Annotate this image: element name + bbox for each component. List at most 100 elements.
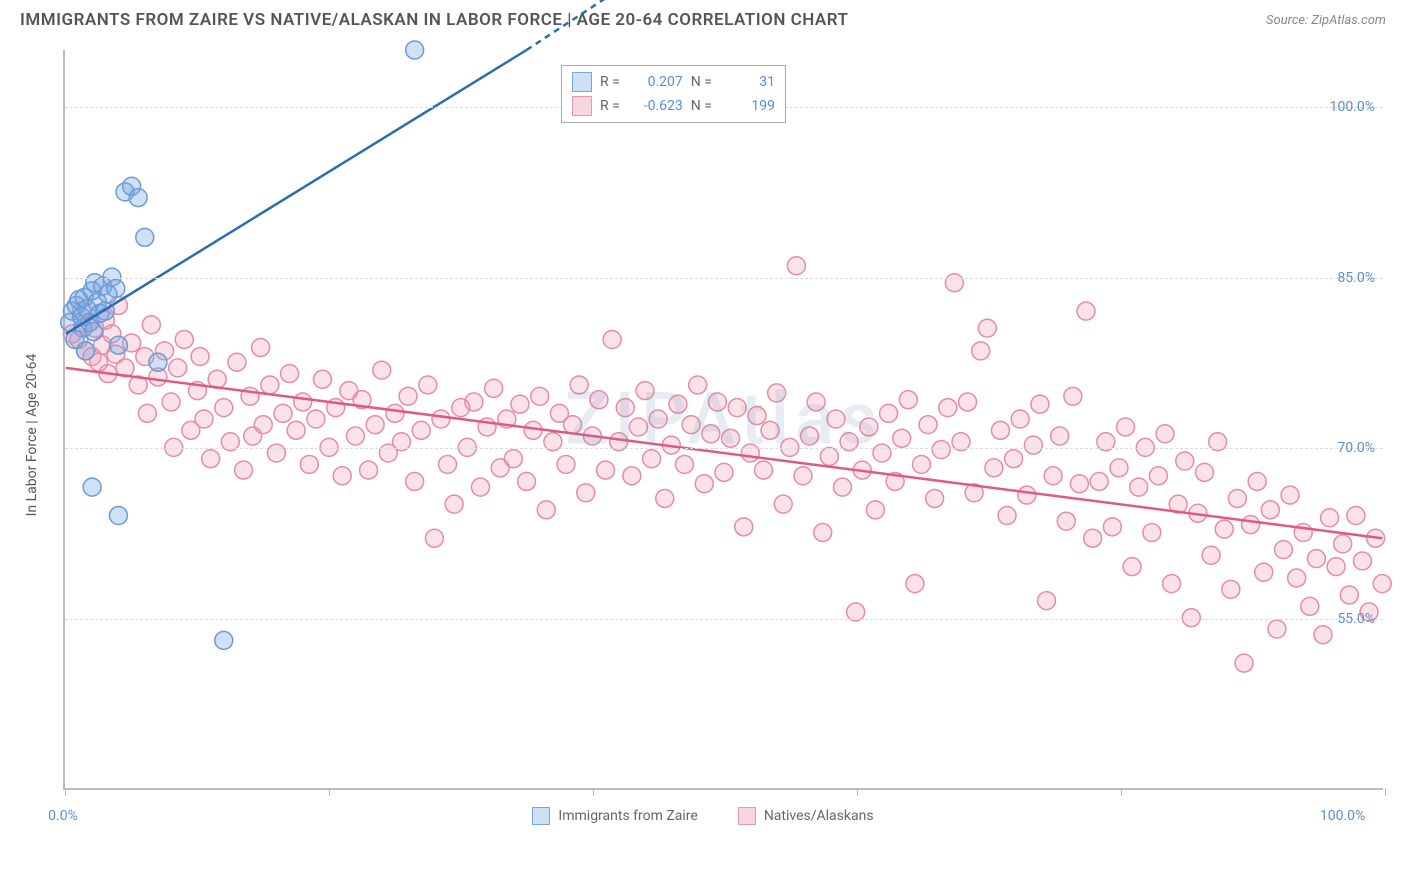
scatter-point bbox=[107, 279, 125, 297]
scatter-point bbox=[781, 438, 799, 456]
stats-swatch-blue bbox=[572, 72, 592, 92]
stats-r-blue: 0.207 bbox=[628, 74, 683, 90]
scatter-point bbox=[1347, 507, 1365, 525]
x-axis-max-label: 100.0% bbox=[1320, 808, 1365, 824]
scatter-point bbox=[531, 387, 549, 405]
scatter-point bbox=[755, 461, 773, 479]
scatter-point bbox=[728, 399, 746, 417]
scatter-point bbox=[1182, 609, 1200, 627]
scatter-point bbox=[998, 507, 1016, 525]
scatter-point bbox=[768, 384, 786, 402]
scatter-point bbox=[419, 376, 437, 394]
scatter-point bbox=[945, 274, 963, 292]
scatter-point bbox=[959, 393, 977, 411]
scatter-point bbox=[590, 391, 608, 409]
stats-n-pink: 199 bbox=[720, 98, 775, 114]
bottom-legend: 0.0% Immigrants from Zaire Natives/Alask… bbox=[18, 807, 1388, 825]
scatter-point bbox=[820, 447, 838, 465]
scatter-point bbox=[412, 421, 430, 439]
scatter-point bbox=[643, 450, 661, 468]
scatter-point bbox=[136, 228, 154, 246]
x-tick bbox=[593, 788, 594, 796]
scatter-point bbox=[1215, 520, 1233, 538]
gridline-h bbox=[65, 619, 1383, 620]
gridline-h bbox=[65, 448, 1383, 449]
scatter-point bbox=[1275, 541, 1293, 559]
scatter-point bbox=[1117, 418, 1135, 436]
scatter-point bbox=[307, 410, 325, 428]
scatter-point bbox=[1130, 478, 1148, 496]
scatter-point bbox=[906, 575, 924, 593]
scatter-point bbox=[912, 455, 930, 473]
scatter-point bbox=[1314, 626, 1332, 644]
scatter-point bbox=[695, 475, 713, 493]
scatter-point bbox=[1090, 472, 1108, 490]
stats-legend-box: R = 0.207 N = 31 R = -0.623 N = 199 bbox=[561, 65, 786, 123]
chart-container: In Labor Force | Age 20-64 ZIPAtlas R = … bbox=[18, 35, 1388, 825]
scatter-point bbox=[1288, 569, 1306, 587]
scatter-point bbox=[919, 416, 937, 434]
scatter-point bbox=[1202, 546, 1220, 564]
scatter-point bbox=[320, 438, 338, 456]
y-tick-label: 100.0% bbox=[1330, 99, 1375, 115]
x-tick bbox=[65, 788, 66, 796]
scatter-point bbox=[1156, 425, 1174, 443]
scatter-point bbox=[195, 410, 213, 428]
scatter-point bbox=[834, 478, 852, 496]
scatter-point bbox=[300, 455, 318, 473]
scatter-svg bbox=[65, 50, 1383, 788]
legend-item-pink: Natives/Alaskans bbox=[738, 807, 874, 825]
x-tick bbox=[329, 788, 330, 796]
scatter-point bbox=[860, 418, 878, 436]
scatter-point bbox=[109, 507, 127, 525]
scatter-point bbox=[142, 316, 160, 334]
scatter-point bbox=[972, 342, 990, 360]
scatter-point bbox=[1011, 410, 1029, 428]
stats-n-blue: 31 bbox=[720, 74, 775, 90]
scatter-point bbox=[1176, 452, 1194, 470]
scatter-point bbox=[254, 416, 272, 434]
scatter-point bbox=[202, 450, 220, 468]
scatter-point bbox=[274, 404, 292, 422]
scatter-point bbox=[129, 189, 147, 207]
legend-item-blue: Immigrants from Zaire bbox=[532, 807, 697, 825]
scatter-point bbox=[165, 438, 183, 456]
scatter-point bbox=[1057, 512, 1075, 530]
scatter-point bbox=[439, 455, 457, 473]
scatter-point bbox=[603, 331, 621, 349]
scatter-point bbox=[432, 410, 450, 428]
scatter-point bbox=[649, 410, 667, 428]
scatter-point bbox=[985, 459, 1003, 477]
scatter-point bbox=[873, 444, 891, 462]
scatter-point bbox=[1301, 597, 1319, 615]
scatter-point bbox=[1084, 529, 1102, 547]
y-tick-label: 85.0% bbox=[1337, 270, 1375, 286]
scatter-point bbox=[83, 478, 101, 496]
scatter-point bbox=[827, 410, 845, 428]
scatter-point bbox=[629, 418, 647, 436]
scatter-point bbox=[109, 336, 127, 354]
scatter-point bbox=[287, 421, 305, 439]
legend-label-pink: Natives/Alaskans bbox=[764, 808, 874, 824]
scatter-point bbox=[215, 631, 233, 649]
scatter-point bbox=[228, 353, 246, 371]
scatter-point bbox=[787, 257, 805, 275]
scatter-point bbox=[689, 376, 707, 394]
scatter-point bbox=[1103, 518, 1121, 536]
scatter-point bbox=[932, 441, 950, 459]
scatter-point bbox=[366, 416, 384, 434]
scatter-point bbox=[1149, 467, 1167, 485]
scatter-point bbox=[682, 416, 700, 434]
scatter-point bbox=[504, 450, 522, 468]
scatter-point bbox=[564, 416, 582, 434]
scatter-point bbox=[373, 361, 391, 379]
x-tick bbox=[857, 788, 858, 796]
scatter-point bbox=[656, 490, 674, 508]
stats-swatch-pink bbox=[572, 96, 592, 116]
scatter-point bbox=[1064, 387, 1082, 405]
scatter-point bbox=[880, 404, 898, 422]
legend-swatch-blue bbox=[532, 807, 550, 825]
scatter-point bbox=[1044, 467, 1062, 485]
scatter-point bbox=[1334, 535, 1352, 553]
scatter-point bbox=[1261, 501, 1279, 519]
